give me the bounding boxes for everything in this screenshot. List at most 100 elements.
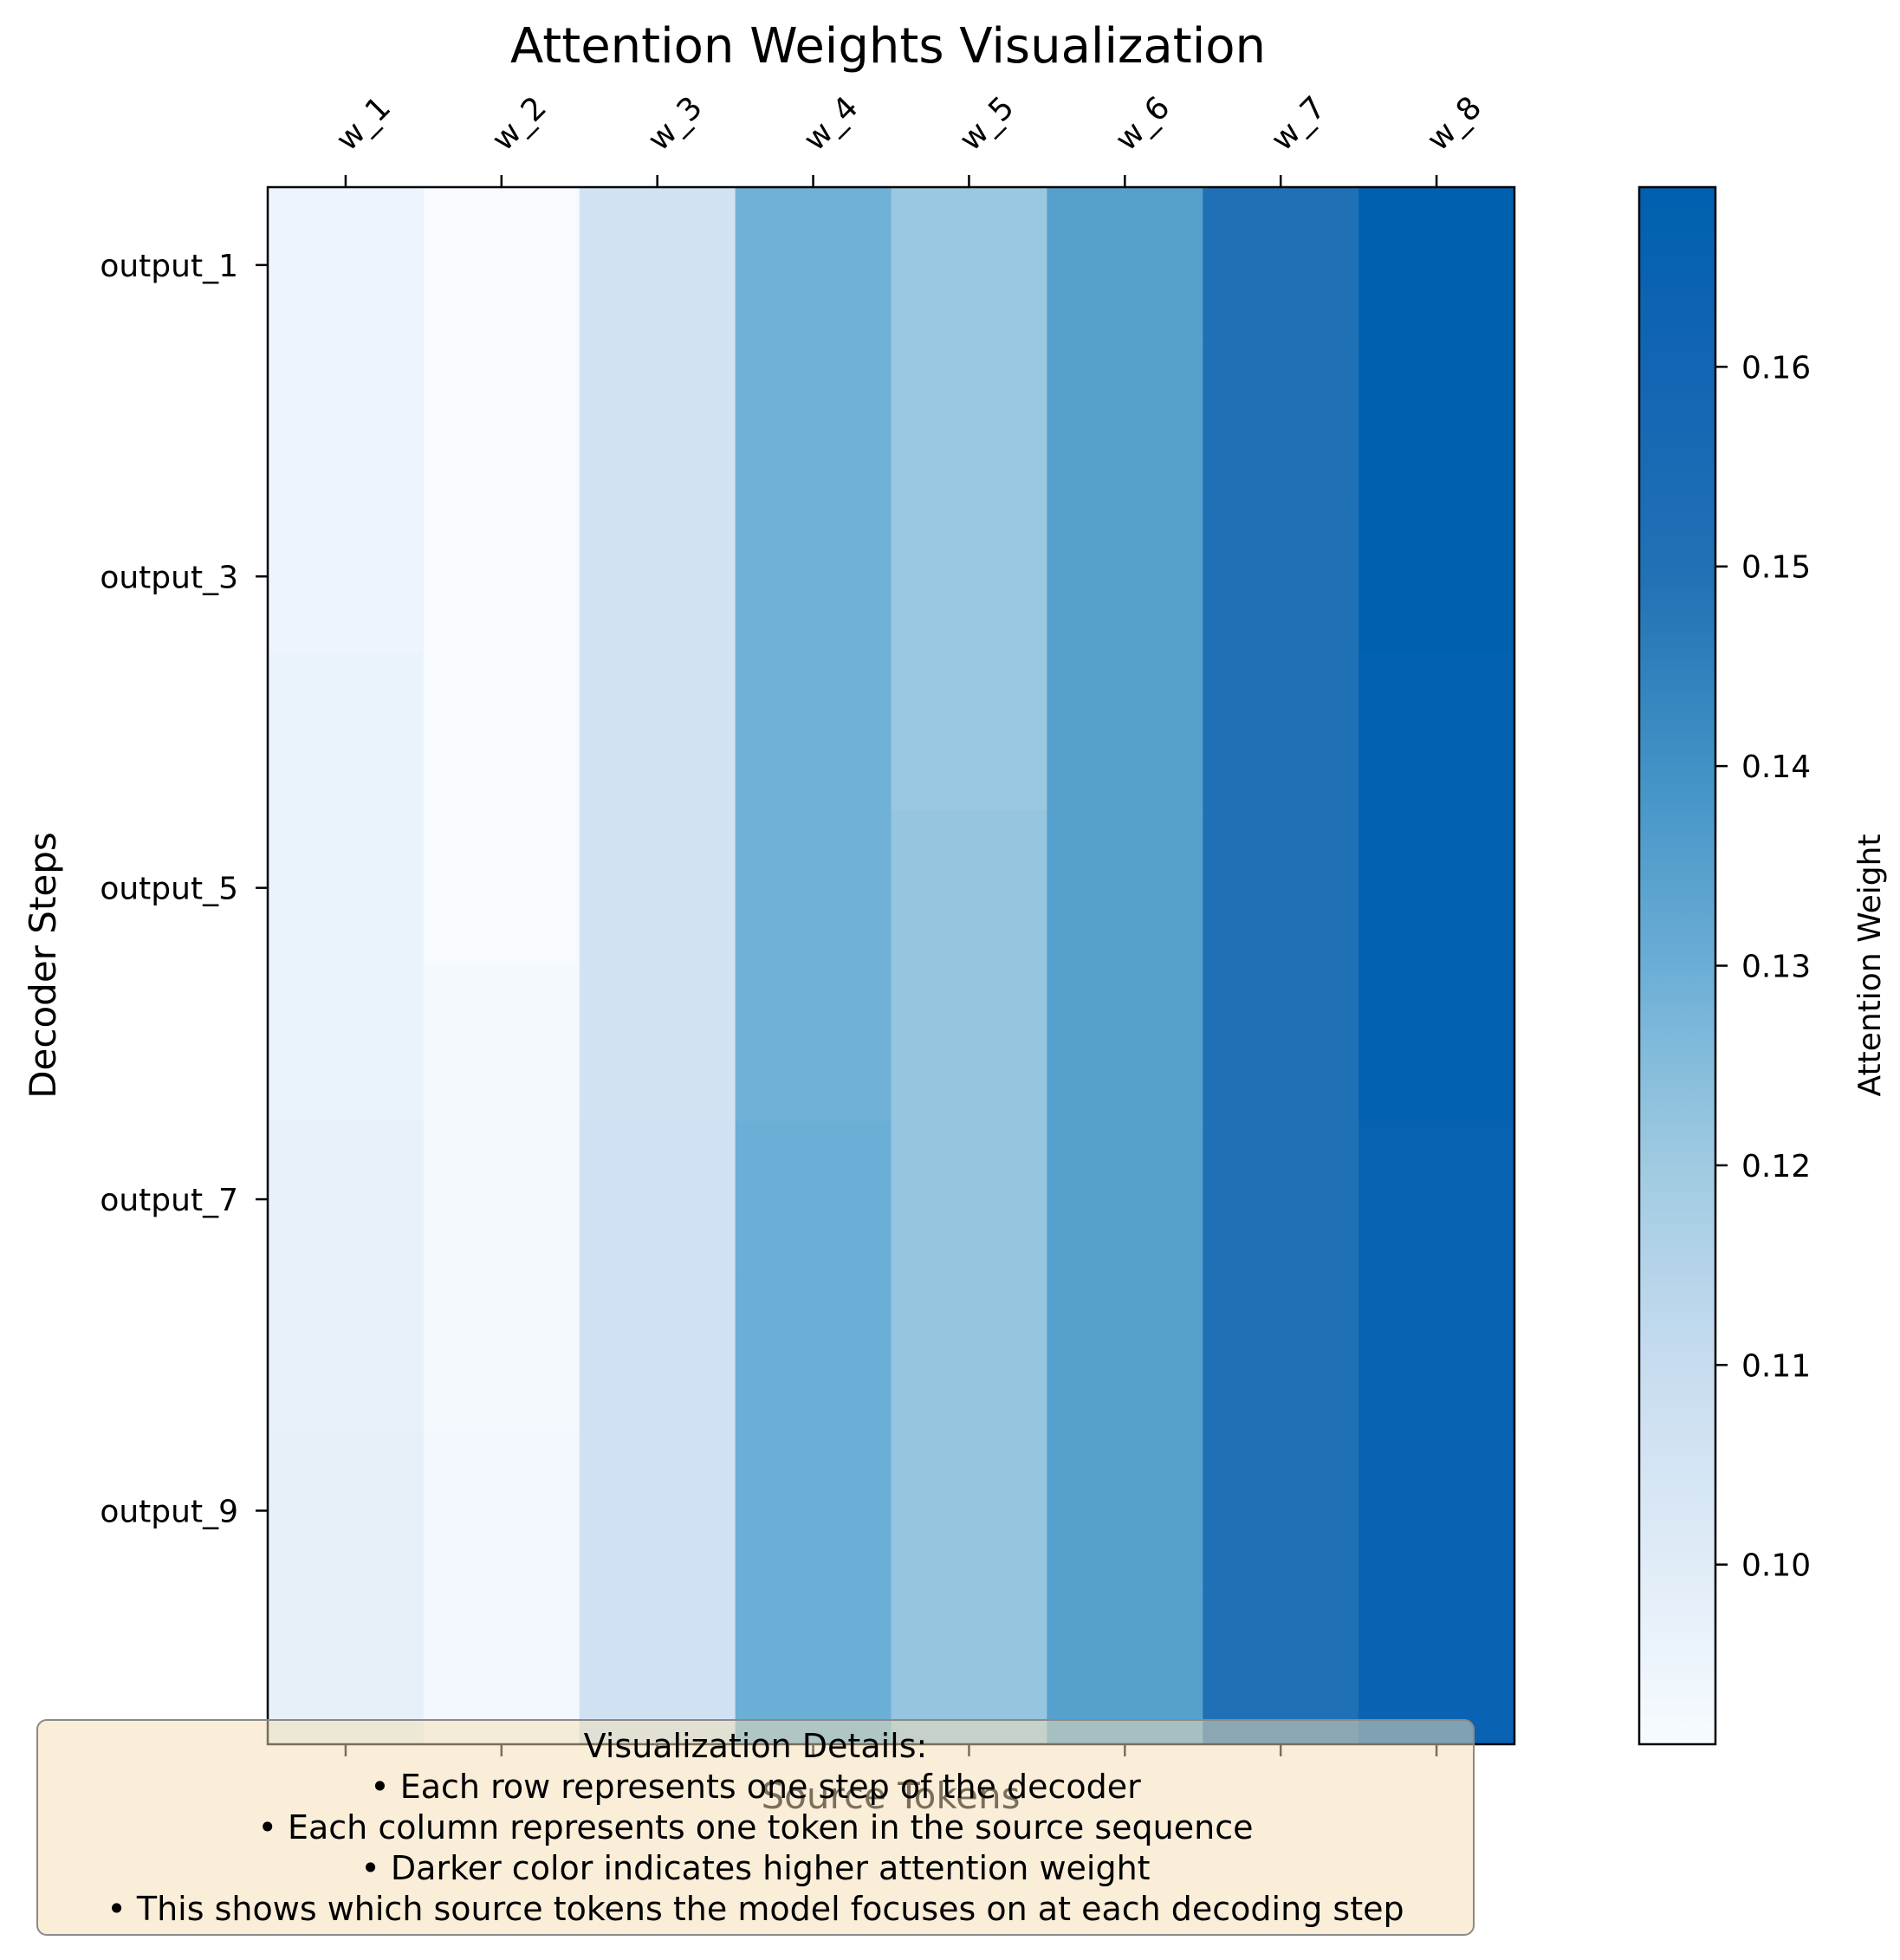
heatmap-cell	[1047, 1588, 1203, 1745]
heatmap-cell	[1047, 187, 1203, 344]
heatmap-cell	[1359, 654, 1515, 811]
heatmap-cell	[268, 654, 425, 811]
heatmap-cell	[1047, 498, 1203, 655]
heatmap-cell	[891, 1432, 1047, 1589]
heatmap-cell	[1203, 1588, 1359, 1745]
heatmap-cell	[423, 1588, 580, 1745]
heatmap-cell	[1047, 1276, 1203, 1434]
y-tick-label: output_5	[100, 872, 238, 907]
heatmap-cell	[423, 809, 580, 967]
heatmap-cell	[891, 1276, 1047, 1434]
heatmap-cell	[891, 809, 1047, 967]
heatmap-cell	[735, 1588, 892, 1745]
heatmap-cell	[891, 1588, 1047, 1745]
details-line: • This shows which source tokens the mod…	[107, 1889, 1404, 1928]
heatmap-cell	[1359, 965, 1515, 1122]
heatmap-cell	[579, 1432, 736, 1589]
y-tick-label: output_3	[100, 560, 238, 595]
heatmap-cell	[268, 498, 425, 655]
heatmap-cell	[1359, 809, 1515, 967]
heatmap-cell	[735, 342, 892, 499]
heatmap-cell	[1203, 187, 1359, 344]
heatmap-cell	[735, 1121, 892, 1278]
heatmap-cell	[423, 1432, 580, 1589]
heatmap-cell	[423, 342, 580, 499]
heatmap-cell	[735, 809, 892, 967]
heatmap-cell	[579, 654, 736, 811]
x-tick-label: w_2	[485, 90, 554, 159]
heatmap-cell	[579, 187, 736, 344]
heatmap-cell	[1203, 1432, 1359, 1589]
heatmap-cell	[423, 1276, 580, 1434]
heatmap-cell	[891, 498, 1047, 655]
heatmap-cell	[891, 965, 1047, 1122]
heatmap-cell	[1203, 342, 1359, 499]
heatmap-cell	[1047, 342, 1203, 499]
heatmap-cell	[579, 965, 736, 1122]
heatmap-cell	[1359, 498, 1515, 655]
heatmap-cell	[1203, 1121, 1359, 1278]
heatmap-cell	[579, 1276, 736, 1434]
heatmap-cell	[1203, 498, 1359, 655]
heatmap-cell	[1047, 965, 1203, 1122]
heatmap-cell	[1047, 1432, 1203, 1589]
heatmap-cell	[1047, 809, 1203, 967]
y-axis: output_1 output_3 output_5 output_7 output_9	[100, 249, 268, 1529]
heatmap-cell	[268, 1121, 425, 1278]
colorbar-tick-label: 0.11	[1741, 1348, 1811, 1384]
heatmap-cell	[268, 1588, 425, 1745]
heatmap-cell	[1047, 654, 1203, 811]
colorbar-tick-label: 0.16	[1741, 350, 1811, 386]
x-tick-label: w_8	[1420, 90, 1488, 159]
colorbar-tick-label: 0.10	[1741, 1548, 1811, 1584]
colorbar-tick-label: 0.13	[1741, 950, 1811, 985]
x-tick-label: w_5	[953, 90, 1021, 159]
heatmap-cell	[579, 498, 736, 655]
heatmap-cell	[735, 965, 892, 1122]
y-tick-label: output_9	[100, 1494, 238, 1529]
heatmap-cell	[579, 342, 736, 499]
chart-title: Attention Weights Visualization	[510, 18, 1266, 75]
x-tick-label: w_7	[1265, 90, 1333, 159]
y-tick-label: output_7	[100, 1183, 238, 1218]
heatmap-cell	[423, 965, 580, 1122]
visualization-details-box: Visualization Details: • Each row repres…	[36, 1719, 1475, 1936]
colorbar-ticks: 0.10 0.11 0.12 0.13 0.14 0.15 0.16	[1715, 350, 1811, 1584]
heatmap-cell	[1203, 654, 1359, 811]
heatmap-cell	[891, 342, 1047, 499]
heatmap-cell	[1359, 1121, 1515, 1278]
colorbar-tick-label: 0.14	[1741, 750, 1811, 785]
y-tick-label: output_1	[100, 249, 238, 284]
details-line: • Each row represents one step of the de…	[370, 1767, 1141, 1806]
heatmap-cell	[891, 1121, 1047, 1278]
colorbar-label: Attention Weight	[1852, 834, 1888, 1096]
heatmap-cell	[423, 1121, 580, 1278]
y-axis-label: Decoder Steps	[22, 832, 64, 1099]
heatmap-cell	[268, 1276, 425, 1434]
heatmap-cell	[1047, 1121, 1203, 1278]
heatmap-cell	[268, 187, 425, 344]
heatmap-cell	[1359, 342, 1515, 499]
heatmap-cell	[735, 1276, 892, 1434]
x-tick-label: w_4	[797, 90, 866, 159]
heatmap-cell	[1359, 1432, 1515, 1589]
colorbar-tick-label: 0.12	[1741, 1149, 1811, 1184]
heatmap-cell	[1359, 1276, 1515, 1434]
heatmap-cell	[579, 1121, 736, 1278]
heatmap-cell	[735, 654, 892, 811]
heatmap-cell	[1203, 965, 1359, 1122]
heatmap-cell	[1203, 809, 1359, 967]
heatmap-cell	[423, 654, 580, 811]
details-title: Visualization Details:	[583, 1726, 928, 1765]
heatmap-cell	[423, 187, 580, 344]
heatmap-cell	[1359, 187, 1515, 344]
heatmap-cell	[735, 1432, 892, 1589]
heatmap-cell	[735, 187, 892, 344]
heatmap-cell	[891, 187, 1047, 344]
heatmap-cell	[735, 498, 892, 655]
heatmap-cell	[423, 498, 580, 655]
heatmap-cell	[579, 1588, 736, 1745]
heatmap-cell	[268, 965, 425, 1122]
details-line: • Darker color indicates higher attentio…	[360, 1848, 1151, 1887]
